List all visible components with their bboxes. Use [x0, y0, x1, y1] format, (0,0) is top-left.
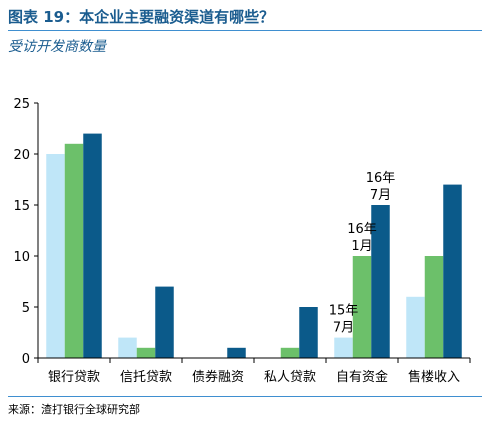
y-tick-label: 25	[13, 97, 30, 112]
bar-annotation: 15年	[329, 304, 359, 319]
x-tick-label: 信托贷款	[120, 370, 172, 385]
bar	[136, 347, 156, 358]
y-tick-label: 10	[13, 250, 30, 265]
bar	[118, 337, 137, 358]
bar-annotation: 16年	[366, 171, 396, 186]
x-tick-label: 私人贷款	[264, 370, 316, 385]
bar	[299, 307, 318, 358]
bar-annotation: 1月	[351, 239, 372, 254]
chart-subtitle: 受访开发商数量	[8, 39, 106, 55]
title-divider	[8, 30, 482, 31]
footer-divider	[8, 396, 482, 397]
y-tick-label: 0	[22, 352, 30, 367]
source-note: 来源：渣打银行全球研究部	[8, 403, 140, 416]
bar	[155, 286, 174, 358]
y-tick-label: 20	[13, 148, 30, 163]
bar	[227, 347, 246, 358]
x-tick-label: 自有资金	[336, 369, 388, 385]
bar	[46, 154, 65, 358]
y-tick-label: 5	[22, 301, 30, 316]
bar	[443, 184, 462, 358]
x-tick-label: 售楼收入	[408, 369, 460, 385]
bar	[280, 347, 300, 358]
y-tick-label: 15	[13, 199, 30, 214]
x-tick-label: 债券融资	[192, 369, 244, 385]
bar-annotation: 7月	[370, 188, 391, 203]
bar-annotation: 16年	[347, 222, 377, 237]
bar	[424, 256, 444, 358]
bar	[352, 256, 372, 358]
bar	[64, 143, 84, 358]
bar	[371, 205, 390, 358]
bar	[83, 133, 102, 358]
chart-title: 图表 19：本企业主要融资渠道有哪些？	[8, 8, 275, 26]
x-tick-label: 银行贷款	[48, 370, 100, 385]
bar	[406, 296, 425, 358]
bar-annotation: 7月	[333, 321, 354, 336]
bar	[334, 337, 353, 358]
